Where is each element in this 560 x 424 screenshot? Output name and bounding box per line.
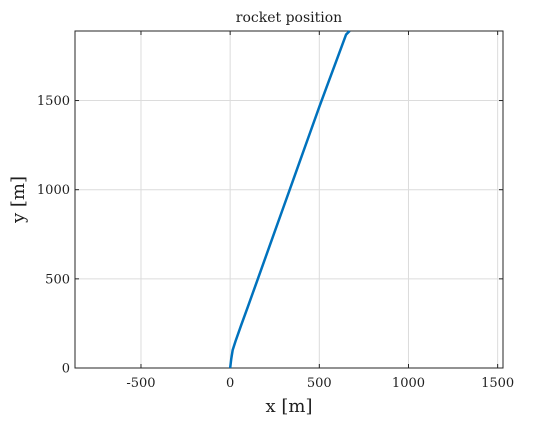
chart-title: rocket position [236,10,342,26]
y-tick-label: 1000 [37,183,70,198]
tick-layer: -500 0 500 1000 1500 0 500 1000 1500 [37,31,514,391]
series-layer [228,30,351,369]
grid-layer [75,31,503,369]
y-tick-label: 1500 [37,94,70,109]
x-axis-title: x [m] [266,396,313,417]
x-tick-label: 1500 [481,376,514,391]
y-tick-label: 500 [45,272,70,287]
x-tick-label: 1000 [392,376,425,391]
y-axis-title: y [m] [8,176,29,224]
plot-frame [74,30,504,369]
x-tick-label: 0 [226,376,234,391]
x-tick-label: 500 [307,376,332,391]
x-tick-label: -500 [126,376,155,391]
y-tick-label: 0 [62,362,70,377]
series-line [228,30,351,369]
